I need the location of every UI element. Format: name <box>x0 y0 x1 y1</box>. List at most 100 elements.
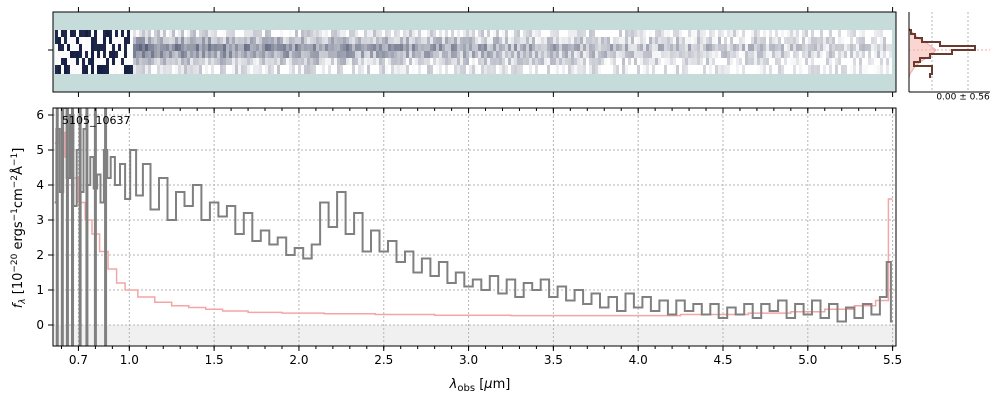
spectrum-2d-pixel <box>511 37 514 44</box>
spectrum-2d-pixel <box>571 44 574 51</box>
spectrum-2d-pixel <box>604 30 607 37</box>
spectrum-2d-pixel <box>166 44 169 51</box>
spectrum-2d-pixel <box>340 44 343 51</box>
spectrum-2d-pixel <box>727 37 730 44</box>
spectrum-2d-pixel <box>628 30 631 37</box>
spectrum-2d-pixel <box>466 44 469 51</box>
spectrum-2d-pixel <box>805 44 808 51</box>
spectrum-2d-pixel <box>262 65 265 74</box>
spectrum-2d-pixel <box>841 37 844 44</box>
spectrum-2d-pixel <box>304 30 307 37</box>
spectrum-2d-pixel <box>79 37 82 44</box>
spectrum-2d-pixel <box>580 65 583 74</box>
spectrum-2d-pixel <box>760 58 763 65</box>
spectrum-2d-pixel <box>661 30 664 37</box>
spectrum-2d-pixel <box>517 51 520 58</box>
spectrum-2d-pixel <box>295 51 298 58</box>
spectrum-2d-pixel <box>559 44 562 51</box>
spectrum-2d-pixel <box>397 51 400 58</box>
spectrum-2d-pixel <box>112 30 115 37</box>
spectrum-2d-pixel <box>253 58 256 65</box>
spectrum-2d-pixel <box>139 58 142 65</box>
spectrum-2d-pixel <box>766 37 769 44</box>
spectrum-2d-pixel <box>859 51 862 58</box>
spectrum-2d-pixel <box>739 30 742 37</box>
spectrum-2d-pixel <box>571 30 574 37</box>
spectrum-2d-pixel <box>265 51 268 58</box>
spectrum-2d-pixel <box>325 51 328 58</box>
spectrum-2d-pixel <box>745 30 748 37</box>
spectrum-2d-pixel <box>823 44 826 51</box>
spectrum-2d-pixel <box>466 51 469 58</box>
spectrum-2d-pixel <box>691 44 694 51</box>
spectrum-2d-pixel <box>703 30 706 37</box>
spectrum-2d-pixel <box>802 37 805 44</box>
spectrum-2d-pixel <box>835 44 838 51</box>
spectrum-2d-pixel <box>397 58 400 65</box>
spectrum-2d-pixel <box>265 65 268 74</box>
spectrum-2d-pixel <box>235 30 238 37</box>
spectrum-2d-pixel <box>535 37 538 44</box>
spectrum-2d-pixel <box>109 44 112 51</box>
spectrum-2d-pixel <box>430 30 433 37</box>
spectrum-2d-pixel <box>256 37 259 44</box>
spectrum-2d-pixel <box>277 65 280 74</box>
spectrum-2d-pixel <box>883 58 886 65</box>
spectrum-2d-pixel <box>817 37 820 44</box>
spectrum-2d-pixel <box>532 44 535 51</box>
spectrum-2d-pixel <box>172 37 175 44</box>
spectrum-2d-pixel <box>439 51 442 58</box>
spectrum-2d-pixel <box>349 44 352 51</box>
spectrum-2d-pixel <box>781 65 784 74</box>
spectrum-2d-pixel <box>298 37 301 44</box>
spectrum-2d-pixel <box>118 65 121 74</box>
spectrum-2d-pixel <box>826 58 829 65</box>
spectrum-2d-pixel <box>646 58 649 65</box>
spectrum-2d-pixel <box>631 58 634 65</box>
spectrum-2d-pixel <box>577 65 580 74</box>
spectrum-2d-pixel <box>418 58 421 65</box>
spectrum-2d-pixel <box>670 44 673 51</box>
spectrum-2d-pixel <box>247 65 250 74</box>
spectrum-2d-pixel <box>337 65 340 74</box>
spectrum-2d-pixel <box>202 58 205 65</box>
spectrum-2d-pixel <box>406 30 409 37</box>
spectrum-2d-pixel <box>685 44 688 51</box>
spectrum-2d-pixel <box>325 58 328 65</box>
spectrum-2d-pixel <box>382 44 385 51</box>
spectrum-2d-pixel <box>610 37 613 44</box>
spectrum-2d-pixel <box>310 58 313 65</box>
spectrum-2d-pixel <box>58 37 61 44</box>
spectrum-2d-pixel <box>511 44 514 51</box>
spectrum-2d-pixel <box>91 37 94 44</box>
spectrum-2d-pixel <box>517 30 520 37</box>
spectrum-2d-pixel <box>370 58 373 65</box>
spectrum-2d-pixel <box>559 30 562 37</box>
spectrum-2d-pixel <box>886 44 889 51</box>
spectrum-2d-pixel <box>259 30 262 37</box>
spectrum-2d-pixel <box>706 30 709 37</box>
spectrum-2d-pixel <box>295 65 298 74</box>
spectrum-2d-pixel <box>850 44 853 51</box>
spectrum-2d-pixel <box>382 30 385 37</box>
spectrum-2d-pixel <box>541 37 544 44</box>
spectrum-2d-pixel <box>238 37 241 44</box>
spectrum-2d-pixel <box>592 44 595 51</box>
spectrum-2d-pixel <box>187 44 190 51</box>
spectrum-2d-pixel <box>562 44 565 51</box>
spectrum-2d-pixel <box>811 51 814 58</box>
spectrum-2d-pixel <box>811 37 814 44</box>
spectrum-2d-pixel <box>319 65 322 74</box>
spectrum-2d-pixel <box>439 37 442 44</box>
spectrum-2d-pixel <box>730 44 733 51</box>
spectrum-2d-pixel <box>622 30 625 37</box>
spectrum-2d-pixel <box>313 58 316 65</box>
spectrum-2d-pixel <box>619 58 622 65</box>
spectrum-2d-pixel <box>457 30 460 37</box>
spectrum-2d-pixel <box>127 58 130 65</box>
spectrum-2d-pixel <box>646 30 649 37</box>
spectrum-2d-pixel <box>613 30 616 37</box>
spectrum-2d-pixel <box>601 37 604 44</box>
spectrum-2d-pixel <box>550 58 553 65</box>
spectrum-2d-pixel <box>427 65 430 74</box>
